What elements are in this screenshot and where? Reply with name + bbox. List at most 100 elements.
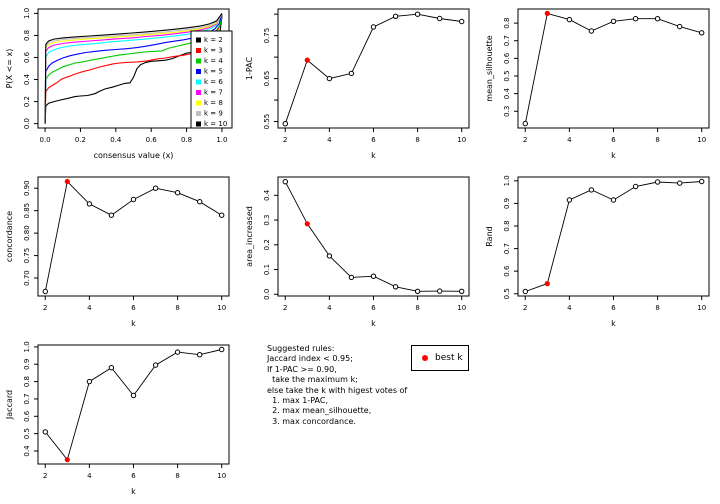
- y-tick-label: 0.90: [23, 180, 31, 196]
- x-axis-label: k: [131, 319, 136, 328]
- data-point: [42, 429, 48, 435]
- data-point: [197, 199, 203, 205]
- rules-line: take the maximum k;: [267, 375, 358, 385]
- subplot-mean-silhouette: 2 4 6 8 10 0.3 0.4 0.5 0.6 0.7 0.8 k mean_silhouette: [480, 0, 720, 168]
- data-point: [282, 121, 288, 127]
- best-k-point: [544, 10, 550, 16]
- best-k-point: [544, 281, 550, 287]
- metric-line: [44, 349, 222, 461]
- subplot-ecdf: 0.0 0.2 0.4 0.6 0.8 1.0 0.0 0.2 0.4 0.6 0.8 1.0 cons…: [0, 0, 240, 168]
- rules-line: else take the k with higest votes of: [267, 385, 408, 395]
- subplot-area-increased: 2 4 6 8 10 0.0 0.1 0.2 0.3 0.4 k area_increased: [240, 168, 480, 336]
- data-point: [152, 185, 159, 191]
- best-k-point: [304, 221, 310, 227]
- data-point: [566, 16, 573, 23]
- data-point: [522, 120, 528, 127]
- data-point: [86, 201, 93, 207]
- x-tick-label: 8: [175, 304, 179, 312]
- data-point: [610, 18, 617, 24]
- data-point: [42, 288, 48, 295]
- legend-swatch: [196, 100, 201, 106]
- y-tick-label: 0.4: [23, 445, 31, 457]
- y-tick-label: 0.5: [23, 428, 31, 439]
- y-tick-label: 0.85: [23, 203, 31, 219]
- legend-entry-label: k = 10: [204, 120, 227, 128]
- best-k-label: best k: [435, 353, 463, 363]
- concordance-plot: 2 4 6 8 10 0.70 0.75 0.80 0.85 0.90 k concordance: [5, 176, 230, 328]
- best-k-point: [64, 178, 70, 185]
- y-tick-label: 0.8: [23, 376, 31, 387]
- y-tick-label: 0.4: [503, 88, 511, 100]
- y-axis-label: concordance: [5, 211, 14, 262]
- legend-swatch: [196, 111, 201, 116]
- y-tick-label: 0.1: [263, 264, 271, 275]
- data-point: [152, 362, 159, 368]
- y-tick-label: 0.6: [23, 51, 31, 63]
- y-tick-label: 0.65: [263, 71, 271, 87]
- y-axis-label: P(X <= x): [5, 49, 14, 89]
- x-tick-label: 2: [523, 304, 527, 312]
- data-point: [197, 352, 203, 358]
- rules-line: 3. max concordance.: [267, 416, 356, 426]
- data-point: [699, 30, 705, 36]
- x-tick-label: 2: [283, 136, 287, 144]
- rand-plot: 2 4 6 8 10 0.5 0.6 0.7 0.8 0.9 1.0 k Rand: [485, 175, 710, 328]
- jaccard-plot: 2 4 6 8 10 0.4 0.5 0.6 0.7 0.8 0.9 1.0 k Jaccard: [5, 341, 230, 496]
- y-tick-label: 0.2: [23, 96, 31, 107]
- y-tick-label: 1.0: [503, 175, 511, 186]
- legend-swatch: [196, 37, 201, 43]
- x-tick-label: 4: [87, 472, 92, 480]
- ecdf-curve: [44, 13, 223, 124]
- x-axis-label: k: [611, 151, 616, 160]
- data-point: [588, 28, 595, 34]
- legend-swatch: [196, 58, 201, 64]
- metric-line: [524, 12, 702, 124]
- ecdf-curve: [44, 13, 223, 124]
- x-tick-label: 0.4: [110, 136, 122, 144]
- best-k-point: [304, 57, 310, 63]
- best-k-legend: best k: [411, 345, 469, 371]
- y-tick-label: 0.80: [23, 225, 31, 241]
- data-point: [699, 178, 705, 185]
- x-tick-label: 10: [217, 472, 226, 480]
- data-point: [219, 346, 225, 353]
- x-axis-label: k: [371, 151, 376, 160]
- subplot-1-pac: 2 4 6 8 10 0.55 0.65 0.75 k 1-PAC: [240, 0, 480, 168]
- x-tick-label: 4: [567, 304, 572, 312]
- x-axis-label: k: [371, 319, 376, 328]
- x-tick-label: 4: [327, 136, 332, 144]
- subplot-rules: Suggested rules: Jaccard index < 0.95; I…: [240, 336, 480, 504]
- y-tick-label: 0.4: [23, 73, 31, 85]
- y-tick-label: 1.0: [23, 341, 31, 352]
- x-tick-label: 0.6: [146, 136, 158, 144]
- data-point: [219, 212, 225, 218]
- x-tick-label: 10: [697, 304, 706, 312]
- data-point: [282, 179, 288, 185]
- subplot-concordance: 2 4 6 8 10 0.70 0.75 0.80 0.85 0.90 k concordance: [0, 168, 240, 336]
- legend-swatch: [196, 69, 201, 74]
- x-tick-label: 4: [567, 136, 572, 144]
- x-tick-label: 8: [655, 304, 659, 312]
- legend-entry-label: k = 8: [204, 99, 223, 107]
- data-point: [174, 190, 181, 196]
- x-tick-label: 10: [457, 304, 466, 312]
- y-tick-label: 0.5: [503, 288, 511, 299]
- data-point: [326, 75, 333, 82]
- mean-silhouette-plot: 2 4 6 8 10 0.3 0.4 0.5 0.6 0.7 0.8 k mean_silhouette: [485, 8, 710, 160]
- plot-box: [37, 344, 230, 465]
- data-point: [326, 253, 333, 259]
- x-tick-label: 6: [371, 136, 376, 144]
- x-tick-label: 1.0: [216, 136, 227, 144]
- x-tick-label: 2: [43, 304, 47, 312]
- y-tick-label: 0.9: [23, 359, 31, 370]
- x-tick-label: 8: [655, 136, 659, 144]
- y-tick-label: 0.8: [503, 220, 511, 231]
- data-point: [370, 24, 377, 30]
- data-point: [610, 197, 617, 203]
- y-tick-label: 0.55: [263, 114, 271, 130]
- area-increased-plot: 2 4 6 8 10 0.0 0.1 0.2 0.3 0.4 k area_increased: [245, 176, 470, 328]
- y-tick-label: 1.0: [23, 8, 31, 19]
- data-point: [174, 349, 181, 355]
- x-axis-label: consensus value (x): [94, 151, 174, 160]
- x-tick-label: 2: [43, 472, 47, 480]
